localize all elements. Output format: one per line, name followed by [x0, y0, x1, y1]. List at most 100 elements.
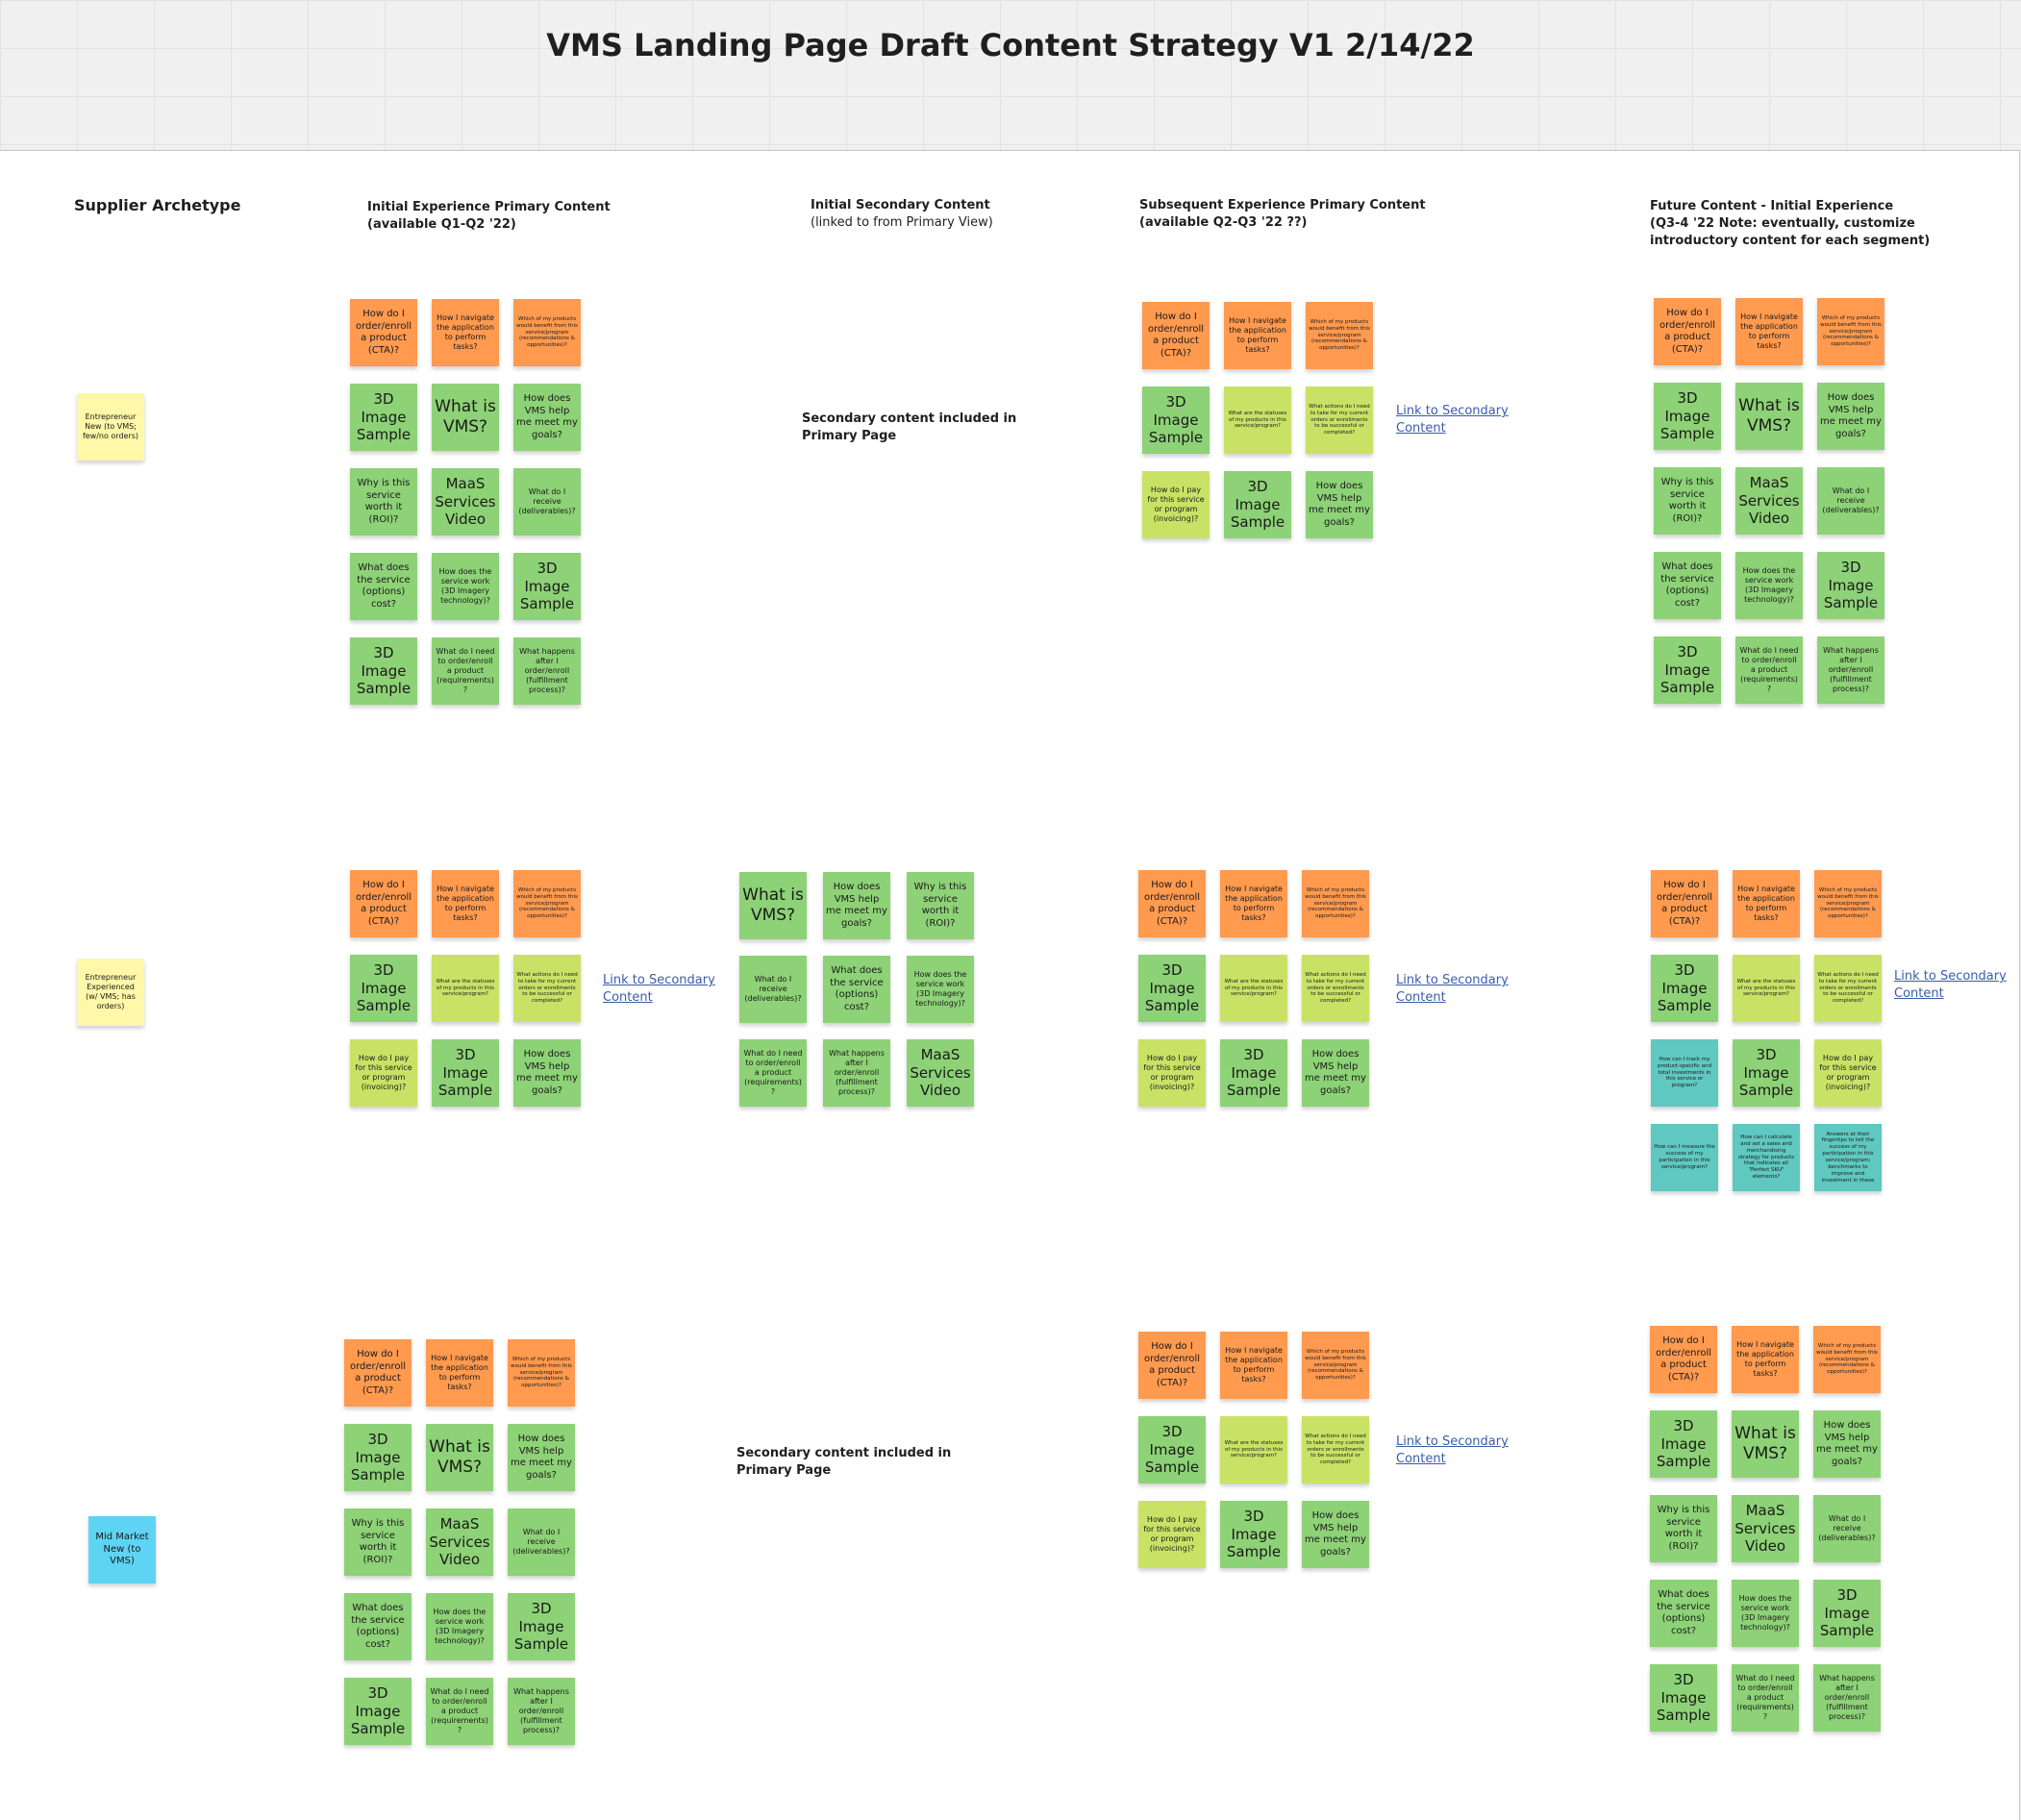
sticky-navigate[interactable]: How I navigate the application to perfor…	[1735, 298, 1803, 365]
sticky-cta[interactable]: How do I order/enroll a product (CTA)?	[1654, 298, 1721, 365]
sticky-cta[interactable]: How do I order/enroll a product (CTA)?	[1138, 1332, 1206, 1399]
sticky-receive[interactable]: What do I receive (deliverables)?	[1813, 1495, 1881, 1562]
sticky-actions[interactable]: What actions do I need to take for my cu…	[1814, 955, 1882, 1022]
link-secondary-line2[interactable]: Content	[1396, 990, 1446, 1005]
sticky-roi[interactable]: Why is this service worth it (ROI)?	[1650, 1495, 1717, 1562]
sticky-3d-image[interactable]: 3D Image Sample	[508, 1593, 575, 1660]
sticky-roi[interactable]: Why is this service worth it (ROI)?	[907, 872, 974, 939]
sticky-calculate[interactable]: How can I calculate and set a sales and …	[1733, 1124, 1800, 1191]
link-secondary-line2[interactable]: Content	[1396, 1452, 1446, 1466]
sticky-fulfillment[interactable]: What happens after I order/enroll (fulfi…	[1813, 1664, 1881, 1732]
sticky-cost[interactable]: What does the service (options) cost?	[1650, 1580, 1717, 1647]
sticky-goals[interactable]: How does VMS help me meet my goals?	[513, 384, 581, 451]
sticky-goals[interactable]: How does VMS help me meet my goals?	[1817, 383, 1884, 450]
sticky-3d-image[interactable]: 3D Image Sample	[1651, 955, 1718, 1022]
sticky-requirements[interactable]: What do I need to order/enroll a product…	[1732, 1664, 1799, 1732]
sticky-recommend[interactable]: Which of my products would benefit from …	[1817, 298, 1884, 365]
sticky-navigate[interactable]: How I navigate the application to perfor…	[1220, 870, 1287, 937]
sticky-3d-image[interactable]: 3D Image Sample	[1813, 1580, 1881, 1647]
sticky-maas-video[interactable]: MaaS Services Video	[1732, 1495, 1799, 1562]
sticky-cta[interactable]: How do I order/enroll a product (CTA)?	[1651, 870, 1718, 937]
sticky-goals[interactable]: How does VMS help me meet my goals?	[1302, 1039, 1369, 1107]
sticky-3d-image[interactable]: 3D Image Sample	[1220, 1039, 1287, 1107]
sticky-3d-image[interactable]: 3D Image Sample	[1654, 383, 1721, 450]
link-secondary-line1[interactable]: Link to Secondary	[1396, 404, 1509, 418]
sticky-3d-image[interactable]: 3D Image Sample	[344, 1678, 412, 1745]
sticky-navigate[interactable]: How I navigate the application to perfor…	[1220, 1332, 1287, 1399]
sticky-fulfillment[interactable]: What happens after I order/enroll (fulfi…	[513, 637, 581, 705]
sticky-3d-image[interactable]: 3D Image Sample	[344, 1424, 412, 1491]
sticky-invoicing[interactable]: How do I pay for this service or program…	[1814, 1039, 1882, 1107]
sticky-answers[interactable]: Answers at their fingertips to tell the …	[1814, 1124, 1882, 1191]
sticky-statuses[interactable]: What are the statuses of my products in …	[1220, 1416, 1287, 1483]
archetype-sticky-entrepreneur-experienced[interactable]: Entrepreneur Experienced (w/ VMS; has or…	[77, 959, 144, 1026]
sticky-recommend[interactable]: Which of my products would benefit from …	[1813, 1326, 1881, 1393]
sticky-invoicing[interactable]: How do I pay for this service or program…	[1138, 1501, 1206, 1568]
sticky-3d-image[interactable]: 3D Image Sample	[350, 955, 417, 1022]
sticky-cta[interactable]: How do I order/enroll a product (CTA)?	[1650, 1326, 1717, 1393]
sticky-3d-image[interactable]: 3D Image Sample	[1224, 471, 1291, 538]
archetype-sticky-entrepreneur-new[interactable]: Entrepreneur New (to VMS; few/no orders)	[77, 393, 144, 461]
sticky-what-is-vms[interactable]: What is VMS?	[739, 872, 807, 939]
sticky-3d-image[interactable]: 3D Image Sample	[1654, 636, 1721, 704]
sticky-goals[interactable]: How does VMS help me meet my goals?	[1813, 1410, 1881, 1478]
sticky-work[interactable]: How does the service work (3D Imagery te…	[1732, 1580, 1799, 1647]
sticky-recommend[interactable]: Which of my products would benefit from …	[1302, 870, 1369, 937]
link-secondary-line1[interactable]: Link to Secondary	[1894, 969, 2007, 984]
sticky-requirements[interactable]: What do I need to order/enroll a product…	[432, 637, 499, 705]
sticky-what-is-vms[interactable]: What is VMS?	[426, 1424, 493, 1491]
sticky-work[interactable]: How does the service work (3D Imagery te…	[426, 1593, 493, 1660]
sticky-cost[interactable]: What does the service (options) cost?	[1654, 552, 1721, 619]
sticky-actions[interactable]: What actions do I need to take for my cu…	[1306, 386, 1373, 454]
sticky-actions[interactable]: What actions do I need to take for my cu…	[1302, 1416, 1369, 1483]
sticky-work[interactable]: How does the service work (3D Imagery te…	[907, 956, 974, 1023]
archetype-sticky-mid-market-new[interactable]: Mid Market New (to VMS)	[88, 1516, 156, 1583]
sticky-maas-video[interactable]: MaaS Services Video	[907, 1039, 974, 1107]
link-secondary-content[interactable]: Link to Secondary Content	[603, 972, 715, 1007]
sticky-roi[interactable]: Why is this service worth it (ROI)?	[344, 1508, 412, 1576]
sticky-measure[interactable]: How can I measure the success of my part…	[1651, 1124, 1718, 1191]
sticky-navigate[interactable]: How I navigate the application to perfor…	[426, 1339, 493, 1407]
sticky-goals[interactable]: How does VMS help me meet my goals?	[1306, 471, 1373, 538]
sticky-3d-image[interactable]: 3D Image Sample	[1142, 386, 1210, 454]
sticky-fulfillment[interactable]: What happens after I order/enroll (fulfi…	[823, 1039, 890, 1107]
sticky-receive[interactable]: What do I receive (deliverables)?	[513, 468, 581, 536]
sticky-recommend[interactable]: Which of my products would benefit from …	[513, 299, 581, 366]
sticky-goals[interactable]: How does VMS help me meet my goals?	[513, 1039, 581, 1107]
sticky-3d-image[interactable]: 3D Image Sample	[1138, 1416, 1206, 1483]
link-secondary-content[interactable]: Link to Secondary Content	[1396, 972, 1509, 1007]
link-secondary-line2[interactable]: Content	[1396, 421, 1446, 436]
sticky-what-is-vms[interactable]: What is VMS?	[1735, 383, 1803, 450]
sticky-track[interactable]: How can I track my product-specific and …	[1651, 1039, 1718, 1107]
sticky-cta[interactable]: How do I order/enroll a product (CTA)?	[350, 299, 417, 366]
sticky-requirements[interactable]: What do I need to order/enroll a product…	[1735, 636, 1803, 704]
link-secondary-content[interactable]: Link to Secondary Content	[1396, 403, 1509, 437]
sticky-navigate[interactable]: How I navigate the application to perfor…	[432, 299, 499, 366]
link-secondary-content[interactable]: Link to Secondary Content	[1396, 1434, 1509, 1468]
sticky-goals[interactable]: How does VMS help me meet my goals?	[1302, 1501, 1369, 1568]
sticky-requirements[interactable]: What do I need to order/enroll a product…	[426, 1678, 493, 1745]
sticky-recommend[interactable]: Which of my products would benefit from …	[508, 1339, 575, 1407]
sticky-requirements[interactable]: What do I need to order/enroll a product…	[739, 1039, 807, 1107]
sticky-3d-image[interactable]: 3D Image Sample	[350, 384, 417, 451]
sticky-3d-image[interactable]: 3D Image Sample	[1817, 552, 1884, 619]
sticky-goals[interactable]: How does VMS help me meet my goals?	[823, 872, 890, 939]
sticky-work[interactable]: How does the service work (3D Imagery te…	[432, 553, 499, 620]
sticky-work[interactable]: How does the service work (3D Imagery te…	[1735, 552, 1803, 619]
sticky-cta[interactable]: How do I order/enroll a product (CTA)?	[1142, 302, 1210, 369]
sticky-navigate[interactable]: How I navigate the application to perfor…	[1733, 870, 1800, 937]
sticky-invoicing[interactable]: How do I pay for this service or program…	[350, 1039, 417, 1107]
sticky-invoicing[interactable]: How do I pay for this service or program…	[1142, 471, 1210, 538]
link-secondary-line1[interactable]: Link to Secondary	[603, 973, 715, 987]
sticky-receive[interactable]: What do I receive (deliverables)?	[739, 956, 807, 1023]
sticky-cost[interactable]: What does the service (options) cost?	[344, 1593, 412, 1660]
sticky-recommend[interactable]: Which of my products would benefit from …	[1814, 870, 1882, 937]
sticky-3d-image[interactable]: 3D Image Sample	[1733, 1039, 1800, 1107]
sticky-what-is-vms[interactable]: What is VMS?	[1732, 1410, 1799, 1478]
whiteboard[interactable]: Supplier Archetype Initial Experience Pr…	[0, 150, 2020, 1820]
sticky-maas-video[interactable]: MaaS Services Video	[426, 1508, 493, 1576]
sticky-cost[interactable]: What does the service (options) cost?	[823, 956, 890, 1023]
sticky-cta[interactable]: How do I order/enroll a product (CTA)?	[1138, 870, 1206, 937]
sticky-maas-video[interactable]: MaaS Services Video	[432, 468, 499, 536]
sticky-actions[interactable]: What actions do I need to take for my cu…	[1302, 955, 1369, 1022]
